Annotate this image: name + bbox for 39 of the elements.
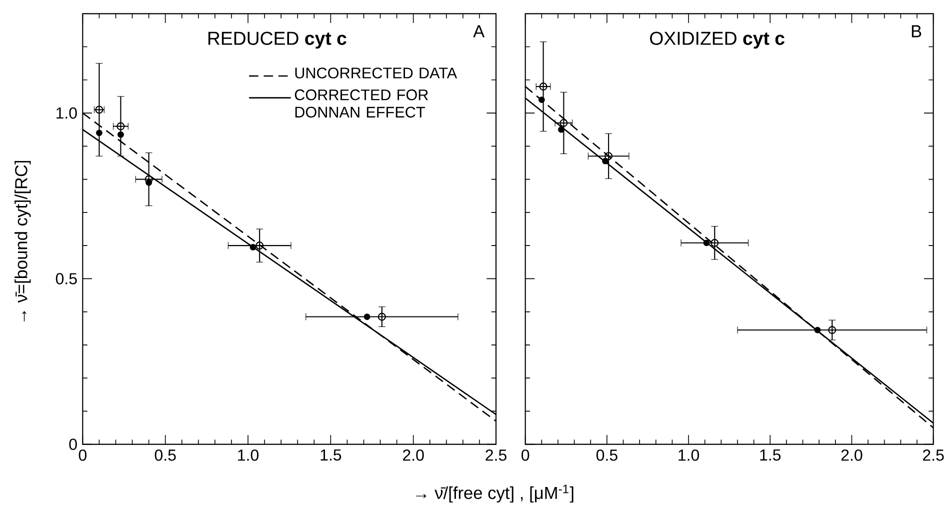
point <box>828 326 836 334</box>
point <box>96 130 102 136</box>
point <box>710 238 719 247</box>
point <box>116 122 125 130</box>
point <box>604 152 613 160</box>
x-tick-label: 0 <box>78 449 87 461</box>
legend-label: CORRECTED FOR DONNAN EFFECT <box>294 89 428 118</box>
annotation: B <box>912 25 922 38</box>
annotation: A <box>473 25 485 38</box>
x-tick-label: 1.5 <box>760 449 781 461</box>
x-tick-label: 1.0 <box>678 449 700 461</box>
x-tick-label: 0 <box>522 449 530 461</box>
x-tick-label: 1.0 <box>238 449 259 461</box>
y-axis-title: → ν̄=[bound cyt]/[RC] <box>14 160 31 322</box>
x-tick-label: 2.0 <box>403 449 424 461</box>
point <box>117 131 124 138</box>
x-tick-label: 2.5 <box>486 449 506 461</box>
point <box>814 326 821 334</box>
text: OXIDIZED cyt c <box>650 32 784 49</box>
y-tick-label: 0 <box>69 438 77 450</box>
point <box>364 314 370 320</box>
point <box>539 82 548 91</box>
point <box>256 242 264 250</box>
point <box>703 240 710 246</box>
x-tick-label: 2.5 <box>923 449 944 461</box>
point <box>560 118 568 127</box>
x-tick-label: 0.5 <box>154 449 176 461</box>
text: REDUCED cyt c <box>208 32 346 49</box>
x-tick-label: 1.5 <box>320 449 342 461</box>
x-tick-label: 0.5 <box>596 449 618 461</box>
point <box>250 244 256 250</box>
point <box>538 96 545 103</box>
x-axis-title: → ν̄/[free cyt] , [μM$^{-1}$] <box>416 484 574 503</box>
point <box>558 126 564 133</box>
legend-label: UNCORRECTED DATA <box>295 68 458 78</box>
x-tick-label: 2.0 <box>841 449 862 461</box>
point <box>378 312 386 321</box>
y-tick-label: 1.0 <box>56 107 77 119</box>
y-tick-label: 0.5 <box>56 273 77 284</box>
